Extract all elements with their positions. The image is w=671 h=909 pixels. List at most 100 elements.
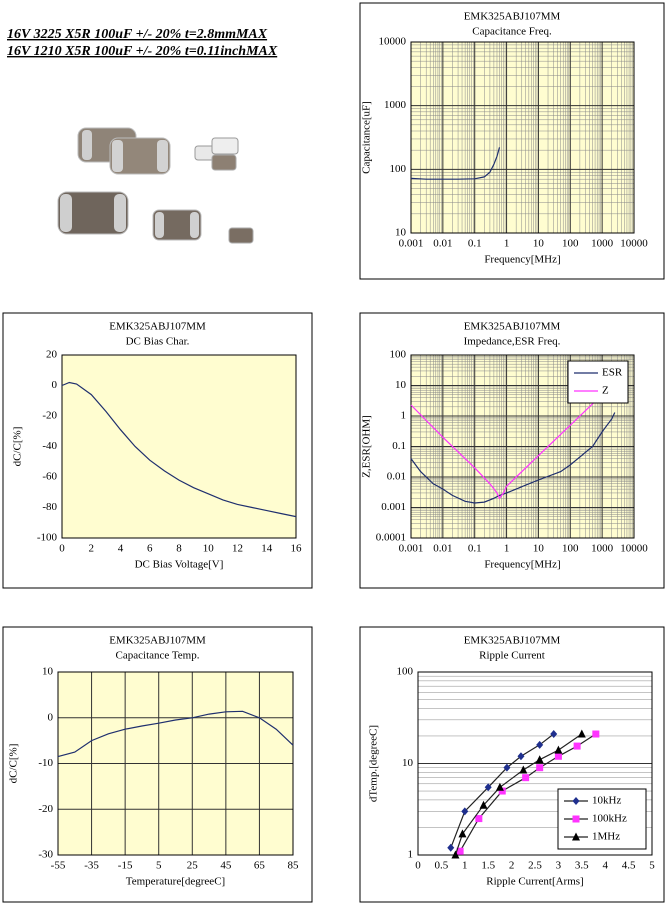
chart-title: EMK325ABJ107MM (464, 11, 561, 23)
y-tick-label: -20 (38, 803, 53, 815)
marker (522, 774, 530, 782)
y-tick-label: 0.1 (392, 440, 406, 452)
y-tick-label: 0.001 (381, 501, 406, 513)
x-tick-label: 25 (187, 860, 199, 872)
y-tick-label: 0 (48, 711, 54, 723)
x-tick-label: 5 (156, 860, 162, 872)
marker (592, 730, 600, 738)
x-tick-label: 1 (462, 860, 468, 872)
x-tick-label: -35 (84, 860, 99, 872)
x-tick-label: 3 (556, 860, 562, 872)
x-tick-label: 10000 (620, 238, 648, 250)
marker (535, 755, 544, 764)
x-tick-label: 85 (288, 860, 300, 872)
chart-subtitle: Capacitance Temp. (116, 650, 200, 662)
x-tick-label: 4 (118, 543, 124, 555)
y-tick-label: 1 (401, 410, 407, 422)
x-tick-label: 1 (504, 543, 510, 555)
x-axis-label: Frequency[MHz] (484, 254, 560, 266)
x-tick-label: 8 (176, 543, 182, 555)
y-tick-label: 10 (402, 757, 414, 769)
header-line: 16V 1210 X5R 100uF +/- 20% t=0.11inchMAX (7, 44, 278, 59)
x-tick-label: 4.5 (622, 860, 636, 872)
legend-label: 10kHz (592, 795, 621, 807)
x-tick-label: 4 (602, 860, 608, 872)
x-axis-label: DC Bias Voltage[V] (135, 559, 224, 571)
y-tick-label: -60 (42, 471, 57, 483)
x-tick-label: 1000 (591, 543, 614, 555)
chart-title: EMK325ABJ107MM (109, 635, 206, 647)
y-tick-label: 20 (46, 349, 58, 361)
x-tick-label: 45 (220, 860, 232, 872)
x-tick-label: -15 (118, 860, 133, 872)
marker (536, 740, 544, 749)
y-tick-label: -80 (42, 501, 57, 513)
y-tick-label: 10 (42, 666, 54, 678)
y-tick-label: 0.01 (387, 471, 406, 483)
plot-border (57, 671, 294, 856)
x-tick-label: 0 (59, 543, 65, 555)
y-tick-label: 1000 (384, 99, 407, 111)
marker (577, 729, 586, 738)
x-tick-label: 2 (89, 543, 95, 555)
data-line (57, 710, 294, 758)
x-tick-label: 0.01 (433, 238, 452, 250)
y-axis-label: Capacitance[uF] (361, 101, 373, 174)
x-tick-label: 6 (147, 543, 153, 555)
y-axis-label: dTemp.[degreeC] (368, 725, 380, 802)
y-axis-label: dC/C[%] (12, 427, 24, 467)
x-tick-label: 100 (562, 238, 579, 250)
y-axis-label: Z,ESR[OHM] (361, 415, 373, 478)
x-tick-label: 12 (232, 543, 243, 555)
chart-subtitle: Ripple Current (479, 650, 545, 662)
y-tick-label: -100 (37, 532, 58, 544)
chart-title: EMK325ABJ107MM (109, 321, 206, 333)
marker (554, 752, 562, 760)
legend-label: 100kHz (592, 813, 627, 825)
x-tick-label: 0.1 (468, 238, 482, 250)
marker (451, 850, 460, 859)
y-axis-label: dC/C[%] (8, 744, 20, 784)
marker (498, 787, 506, 795)
marker (495, 782, 504, 791)
x-tick-label: 65 (254, 860, 266, 872)
y-tick-label: -30 (38, 849, 53, 861)
data-line (454, 733, 583, 856)
x-tick-label: 10 (533, 543, 545, 555)
legend-label: ESR (602, 367, 623, 379)
x-tick-label: 1000 (591, 238, 614, 250)
plot-area (411, 42, 634, 233)
marker (484, 783, 492, 792)
x-tick-label: 3.5 (575, 860, 589, 872)
x-tick-label: 10000 (620, 543, 648, 555)
marker (447, 843, 455, 852)
x-tick-label: 100 (562, 543, 579, 555)
plot-border (410, 41, 635, 234)
plot-border (417, 671, 653, 856)
legend-box (567, 360, 629, 404)
y-tick-label: 1 (408, 849, 414, 861)
chart-subtitle: DC Bias Char. (126, 336, 190, 348)
y-tick-label: 100 (390, 349, 407, 361)
x-tick-label: 16 (291, 543, 303, 555)
marker (479, 800, 488, 809)
legend-marker (572, 832, 580, 841)
y-tick-label: 100 (397, 666, 414, 678)
x-tick-label: 14 (261, 543, 273, 555)
x-axis-label: Ripple Current[Arms] (486, 876, 583, 888)
chart-title: EMK325ABJ107MM (464, 321, 561, 333)
marker (554, 745, 563, 754)
y-tick-label: -10 (38, 757, 53, 769)
y-tick-label: 10 (395, 379, 407, 391)
x-tick-label: 0.1 (468, 543, 482, 555)
y-tick-label: -20 (42, 410, 57, 422)
legend-label: 1MHz (592, 831, 620, 843)
x-tick-label: 5 (649, 860, 655, 872)
marker (536, 764, 544, 772)
plot-border (61, 354, 297, 539)
data-line (61, 381, 297, 518)
marker (456, 847, 464, 855)
x-tick-label: 10 (203, 543, 215, 555)
data-line (410, 383, 616, 500)
legend-marker (572, 815, 580, 823)
